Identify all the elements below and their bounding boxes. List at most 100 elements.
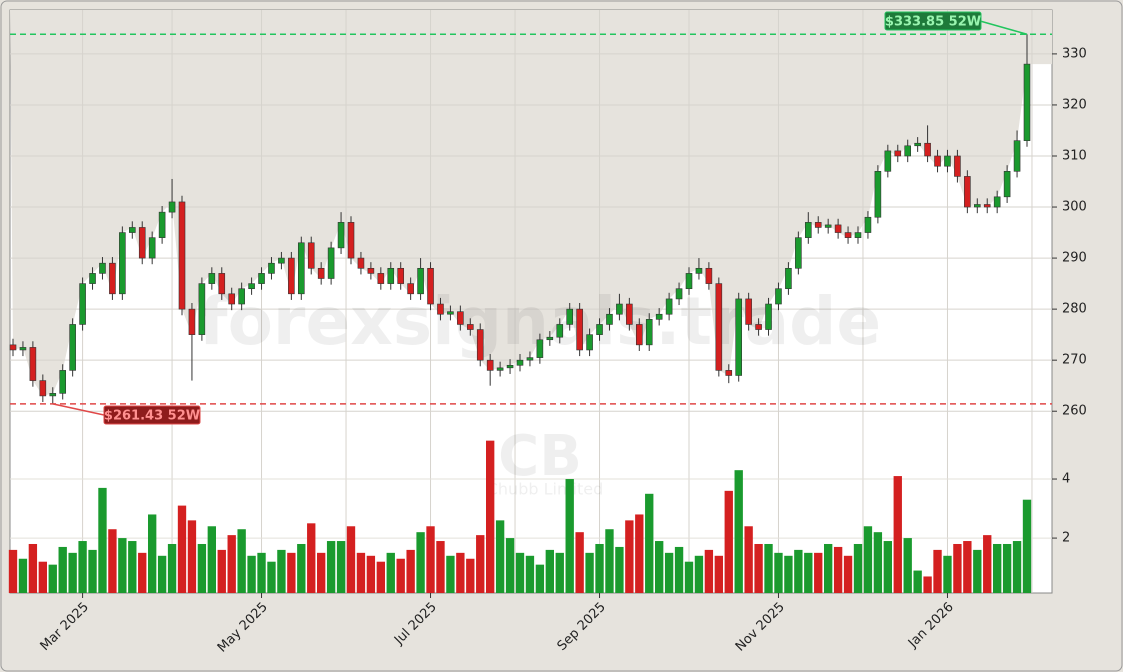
volume-bar [8, 549, 18, 593]
volume-bar [495, 520, 505, 593]
candle-body [397, 267, 405, 284]
candle-body [59, 370, 67, 394]
volume-bar [38, 561, 47, 593]
volume-bar [824, 543, 833, 593]
volume-bar [416, 532, 425, 593]
volume-bar [505, 538, 515, 593]
candle-body [626, 303, 633, 325]
y-tick-label: 320 [1062, 97, 1087, 112]
candle-body [695, 267, 703, 274]
annotation-label: $261.43 52W [104, 409, 200, 424]
volume-bar [645, 493, 654, 593]
volume-bar [48, 564, 57, 593]
volume-bar [953, 543, 962, 593]
volume-bar [336, 541, 346, 593]
candle-body [983, 204, 991, 208]
volume-bar [843, 555, 853, 593]
candle-body [516, 359, 524, 366]
volume-bar [555, 552, 564, 593]
volume-bar [674, 546, 684, 593]
volume-bar [436, 541, 445, 593]
candle-body [49, 393, 57, 397]
candle-body [337, 222, 345, 249]
volume-bar [297, 543, 306, 593]
candle-body [944, 155, 951, 167]
volume-bar [18, 558, 28, 593]
candle-body [705, 267, 713, 284]
candle-body [178, 201, 186, 310]
candle-body [645, 319, 653, 346]
volume-bar [486, 440, 495, 593]
volume-bar [694, 555, 704, 593]
volume-bar [287, 552, 296, 593]
candle-body [665, 298, 673, 315]
candle-body [9, 344, 17, 351]
candle-body [297, 242, 305, 295]
volume-bar [426, 526, 435, 593]
candle-body [387, 267, 395, 284]
volume-bar [724, 490, 733, 593]
volume-bar [148, 514, 157, 593]
volume-bar [873, 532, 883, 593]
volume-bar [277, 549, 286, 593]
candle-body [29, 347, 37, 381]
candle-body [99, 262, 106, 274]
volume-bar [307, 523, 316, 593]
volume-bar [476, 535, 485, 593]
volume-bar [913, 570, 922, 593]
candle-body [824, 224, 832, 228]
volume-bar [993, 543, 1002, 593]
candle-body [327, 247, 335, 279]
volume-bar [317, 552, 326, 593]
candle-body [536, 339, 544, 358]
volume-bar [605, 529, 614, 593]
volume-bar [595, 543, 604, 593]
candle-body [198, 283, 206, 335]
volume-bar [664, 552, 674, 593]
volume-bar [446, 555, 455, 593]
candle-body [506, 364, 514, 369]
candle-body [606, 313, 613, 325]
candle-body [904, 145, 912, 157]
volume-bar [456, 552, 465, 593]
symbol-watermark: CB [498, 424, 582, 489]
volume-bar [853, 543, 863, 593]
volume-bar [635, 514, 644, 593]
candle-body [208, 273, 216, 284]
volume-bar [68, 552, 77, 593]
volume-bar [983, 535, 992, 593]
volume-bar [157, 555, 167, 593]
volume-bar [366, 555, 376, 593]
volume-bar [575, 532, 584, 593]
volume-bar [207, 526, 216, 593]
volume-bar [625, 520, 634, 593]
candle-body [804, 222, 812, 238]
volume-bar [734, 470, 743, 593]
volume-bar [973, 549, 982, 593]
candle-body [437, 303, 444, 315]
annotation-label: $333.85 52W [885, 15, 981, 30]
volume-bar [923, 576, 932, 593]
candle-body [278, 257, 285, 264]
candle-body [755, 324, 762, 330]
volume-bar [128, 541, 137, 593]
candle-body [427, 267, 434, 305]
candle-body [765, 303, 772, 330]
candle-body [616, 303, 623, 315]
y-tick-label: 310 [1062, 148, 1087, 163]
y-tick-label: 300 [1062, 200, 1087, 215]
volume-bar [267, 561, 276, 593]
volume-bar [704, 549, 714, 593]
candle-body [228, 293, 236, 305]
candle-body [814, 222, 822, 228]
candle-body [1023, 63, 1031, 141]
candle-body [745, 298, 752, 325]
volume-bar [138, 552, 147, 593]
candle-body [347, 222, 355, 259]
candle-body [238, 288, 245, 305]
volume-bar [933, 549, 942, 593]
candle-body [655, 313, 663, 320]
candle-body [148, 237, 156, 259]
volume-bar [1022, 499, 1032, 593]
